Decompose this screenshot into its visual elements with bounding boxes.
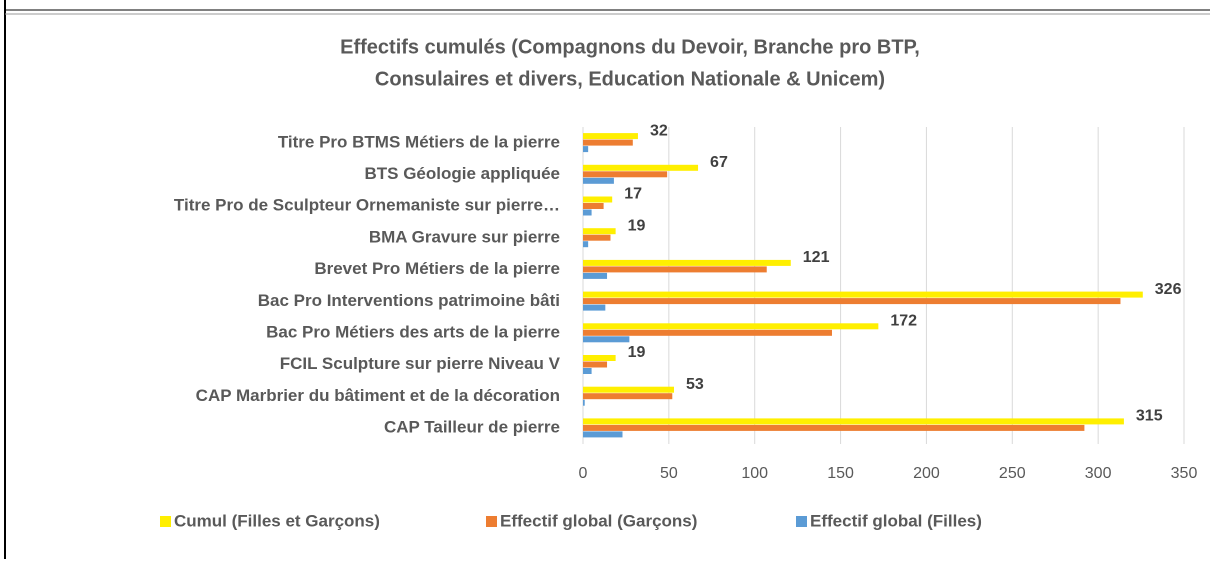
bar <box>583 177 614 184</box>
bar <box>583 139 633 146</box>
data-label: 172 <box>890 313 917 330</box>
y-tick-label: FCIL Sculpture sur pierre Niveau V <box>280 354 561 373</box>
bar <box>583 259 791 266</box>
y-tick-label: BMA Gravure sur pierre <box>369 227 560 246</box>
legend-swatch <box>160 516 171 527</box>
bar <box>583 133 638 140</box>
bar <box>583 291 1143 298</box>
bar <box>583 368 592 374</box>
legend-label: Effectif global (Filles) <box>810 511 982 530</box>
chart-title: Effectifs cumulés (Compagnons du Devoir,… <box>340 36 920 58</box>
bar <box>583 228 616 235</box>
bar <box>583 336 630 343</box>
data-label: 315 <box>1136 408 1163 425</box>
bar <box>583 164 699 171</box>
legend-label: Effectif global (Garçons) <box>500 511 697 530</box>
x-tick-label: 300 <box>1085 465 1112 482</box>
bar <box>583 298 1121 305</box>
bar <box>583 323 879 330</box>
x-tick-label: 350 <box>1171 465 1198 482</box>
chart-title: Consulaires et divers, Education Nationa… <box>375 68 885 90</box>
x-tick-label: 200 <box>913 465 940 482</box>
bar <box>583 329 832 336</box>
data-label: 67 <box>710 154 728 171</box>
bar <box>583 386 675 393</box>
y-tick-label: BTS Géologie appliquée <box>364 164 560 183</box>
bar <box>583 209 592 216</box>
bar <box>583 304 606 311</box>
data-label: 53 <box>686 376 704 393</box>
bar <box>583 203 604 209</box>
data-label: 19 <box>628 344 646 361</box>
legend-swatch <box>796 516 807 527</box>
bar <box>583 196 613 203</box>
data-label: 17 <box>624 186 642 203</box>
x-tick-label: 250 <box>999 465 1026 482</box>
bar <box>583 399 585 406</box>
bar <box>583 424 1085 431</box>
y-tick-label: CAP Tailleur de pierre <box>384 418 560 437</box>
bar <box>583 241 589 248</box>
y-tick-label: Bac Pro Métiers des arts de la pierre <box>266 323 560 342</box>
bar <box>583 171 668 178</box>
y-tick-label: Bac Pro Interventions patrimoine bâti <box>258 291 560 310</box>
data-label: 121 <box>803 249 830 266</box>
bar <box>583 272 608 279</box>
bar <box>583 431 623 438</box>
y-tick-label: Titre Pro BTMS Métiers de la pierre <box>278 132 560 151</box>
y-tick-label: Titre Pro de Sculpteur Ornemaniste sur p… <box>174 196 560 215</box>
y-tick-label: CAP Marbrier du bâtiment et de la décora… <box>196 386 560 405</box>
legend-swatch <box>486 516 497 527</box>
legend-label: Cumul (Filles et Garçons) <box>174 511 380 530</box>
bar <box>583 361 608 368</box>
bar <box>583 418 1124 425</box>
x-tick-label: 100 <box>741 465 768 482</box>
y-tick-label: Brevet Pro Métiers de la pierre <box>314 259 560 278</box>
data-label: 32 <box>650 122 668 139</box>
bar <box>583 355 616 361</box>
x-tick-label: 50 <box>660 465 678 482</box>
bar <box>583 146 589 153</box>
bar <box>583 234 611 241</box>
bar <box>583 393 673 400</box>
data-label: 19 <box>628 217 646 234</box>
x-tick-label: 150 <box>827 465 854 482</box>
bar <box>583 266 767 273</box>
data-label: 326 <box>1155 281 1182 298</box>
x-tick-label: 0 <box>579 465 588 482</box>
